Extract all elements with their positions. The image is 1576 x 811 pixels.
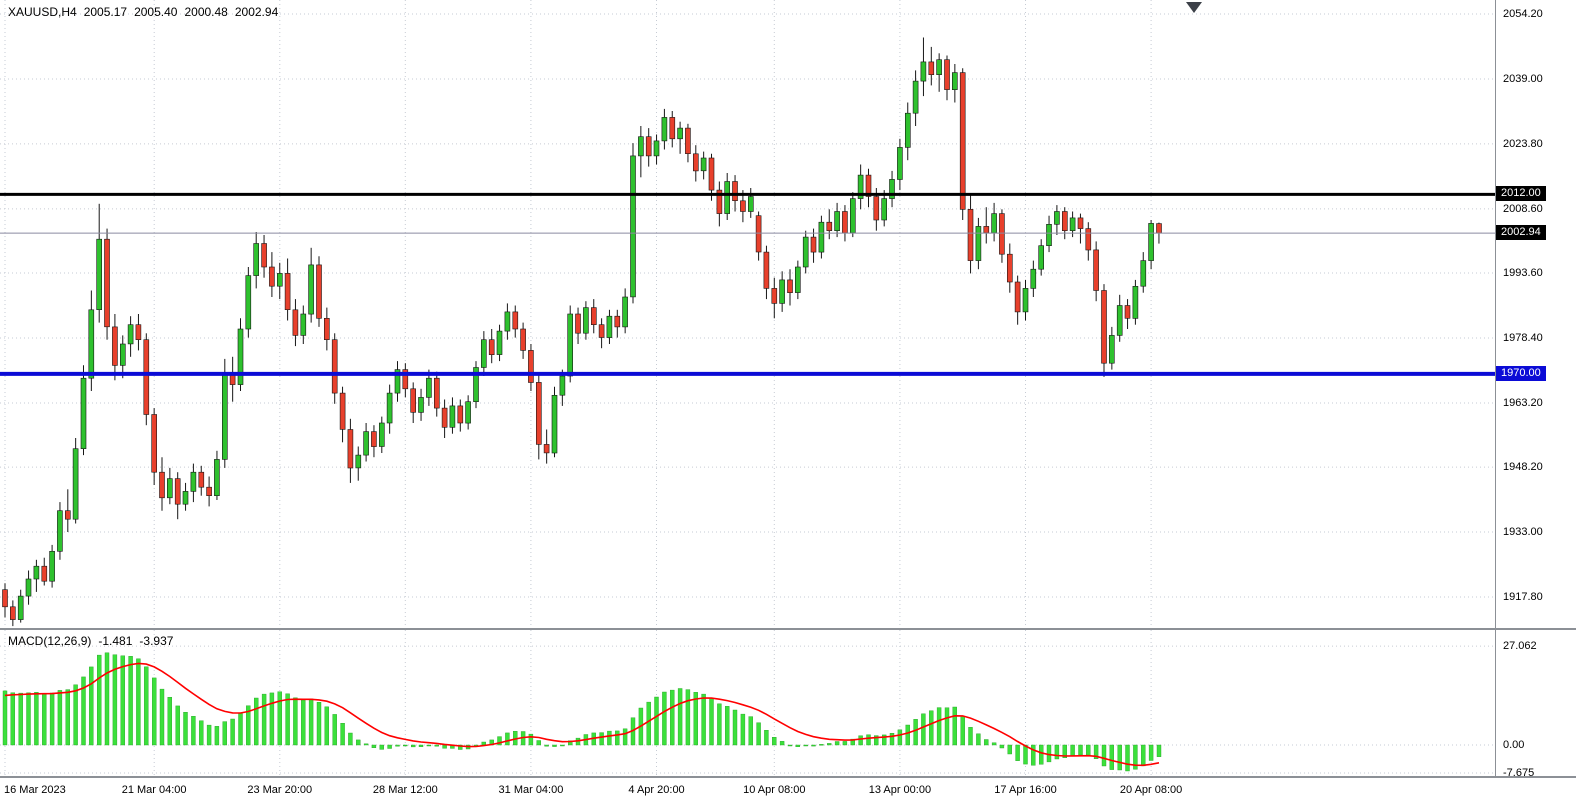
- resistance-price-label: 2012.00: [1496, 186, 1546, 201]
- macd-grid: [0, 630, 1495, 776]
- price-axis-separator: [1495, 0, 1496, 778]
- symbol-period-label: XAUUSD,H4: [8, 5, 77, 19]
- time-tick-label: 21 Mar 04:00: [121, 784, 187, 796]
- support-price-label: 1970.00: [1496, 366, 1546, 381]
- low-value: 2000.48: [184, 5, 228, 19]
- time-tick-label: 10 Apr 08:00: [743, 784, 806, 796]
- price-tick-label: 1993.60: [1503, 267, 1543, 279]
- macd-tick-label: 27.062: [1503, 640, 1537, 652]
- candles: [2, 37, 1162, 627]
- macd-main-value: -1.481: [98, 634, 133, 648]
- time-tick-label: 4 Apr 20:00: [628, 784, 685, 796]
- macd-tick-label: 0.00: [1503, 739, 1525, 751]
- time-tick-label: 13 Apr 00:00: [868, 784, 932, 796]
- time-tick-label: 20 Apr 08:00: [1119, 784, 1183, 796]
- high-value: 2005.40: [134, 5, 178, 19]
- grid: [0, 0, 1495, 628]
- time-tick-label: 16 Mar 2023: [4, 784, 66, 796]
- price-tick-label: 2039.00: [1503, 73, 1543, 85]
- macd-name: MACD(12,26,9): [8, 634, 92, 648]
- panel-separator[interactable]: [0, 628, 1576, 630]
- price-tick-label: 1933.00: [1503, 526, 1543, 538]
- macd-chart[interactable]: [0, 630, 1495, 776]
- price-tick-label: 2023.80: [1503, 138, 1543, 150]
- macd-histogram: [2, 652, 1162, 772]
- price-tick-label: 1978.40: [1503, 332, 1543, 344]
- close-value: 2002.94: [234, 5, 279, 19]
- axis-separator: [0, 776, 1576, 778]
- price-tick-label: 1963.20: [1503, 397, 1543, 409]
- price-tick-label: 2008.60: [1503, 203, 1543, 215]
- open-value: 2005.17: [83, 5, 128, 19]
- bid-price-label: 2002.94: [1496, 225, 1546, 240]
- price-chart[interactable]: [0, 0, 1495, 628]
- time-axis[interactable]: 16 Mar 2023 21 Mar 04:00 23 Mar 20:00 28 Ma…: [0, 778, 1576, 811]
- macd-signal-line: [4, 662, 1160, 767]
- time-tick-label: 31 Mar 04:00: [498, 784, 564, 796]
- macd-indicator-label: MACD(12,26,9) -1.481 -3.937: [8, 634, 180, 648]
- price-tick-label: 1917.80: [1503, 591, 1543, 603]
- price-tick-label: 2054.20: [1503, 8, 1543, 20]
- time-tick-label: 28 Mar 12:00: [372, 784, 438, 796]
- ohlc-header: XAUUSD,H4 2005.17 2005.40 2000.48 2002.94: [8, 5, 285, 19]
- price-tick-label: 1948.20: [1503, 461, 1543, 473]
- time-tick-label: 17 Apr 16:00: [994, 784, 1057, 796]
- macd-signal-value: -3.937: [139, 634, 174, 648]
- time-tick-label: 23 Mar 20:00: [247, 784, 313, 796]
- chart-shift-marker[interactable]: [1186, 2, 1202, 13]
- price-axis[interactable]: 2054.20 2039.00 2023.80 2008.60 1993.60 1978.…: [1496, 0, 1576, 779]
